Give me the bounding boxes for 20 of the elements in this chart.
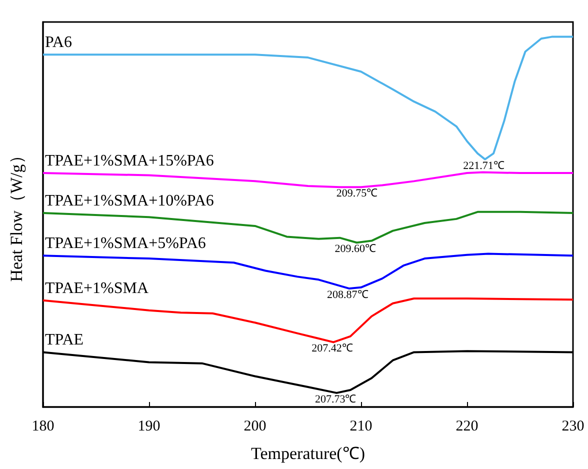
x-tick-label: 180 <box>32 418 54 434</box>
annotation: 207.42℃ <box>312 342 353 355</box>
y-axis-title: Heat Flow（W/g） <box>7 147 26 282</box>
annotation: 209.60℃ <box>334 243 376 256</box>
series-label: TPAE+1%SMA+5%PA6 <box>45 235 206 252</box>
annotation: 207.73℃ <box>314 393 356 406</box>
x-tick-label: 230 <box>562 418 584 434</box>
x-axis-title: Temperature(℃) <box>251 444 365 463</box>
series-label: TPAE+1%SMA+15%PA6 <box>45 152 214 170</box>
x-tick-label: 220 <box>456 418 478 434</box>
series-label: TPAE+1%SMA+10%PA6 <box>45 192 214 210</box>
x-tick-label: 210 <box>350 418 372 434</box>
series-label: PA6 <box>45 34 72 52</box>
series-label: TPAE <box>45 332 84 349</box>
x-tick-label: 200 <box>244 418 266 434</box>
annotation: 208.87℃ <box>327 289 368 302</box>
x-tick-label: 190 <box>138 418 160 434</box>
series-label: TPAE+1%SMA <box>45 280 150 297</box>
annotation: 221.71℃ <box>463 160 504 172</box>
annotation: 209.75℃ <box>336 188 378 200</box>
